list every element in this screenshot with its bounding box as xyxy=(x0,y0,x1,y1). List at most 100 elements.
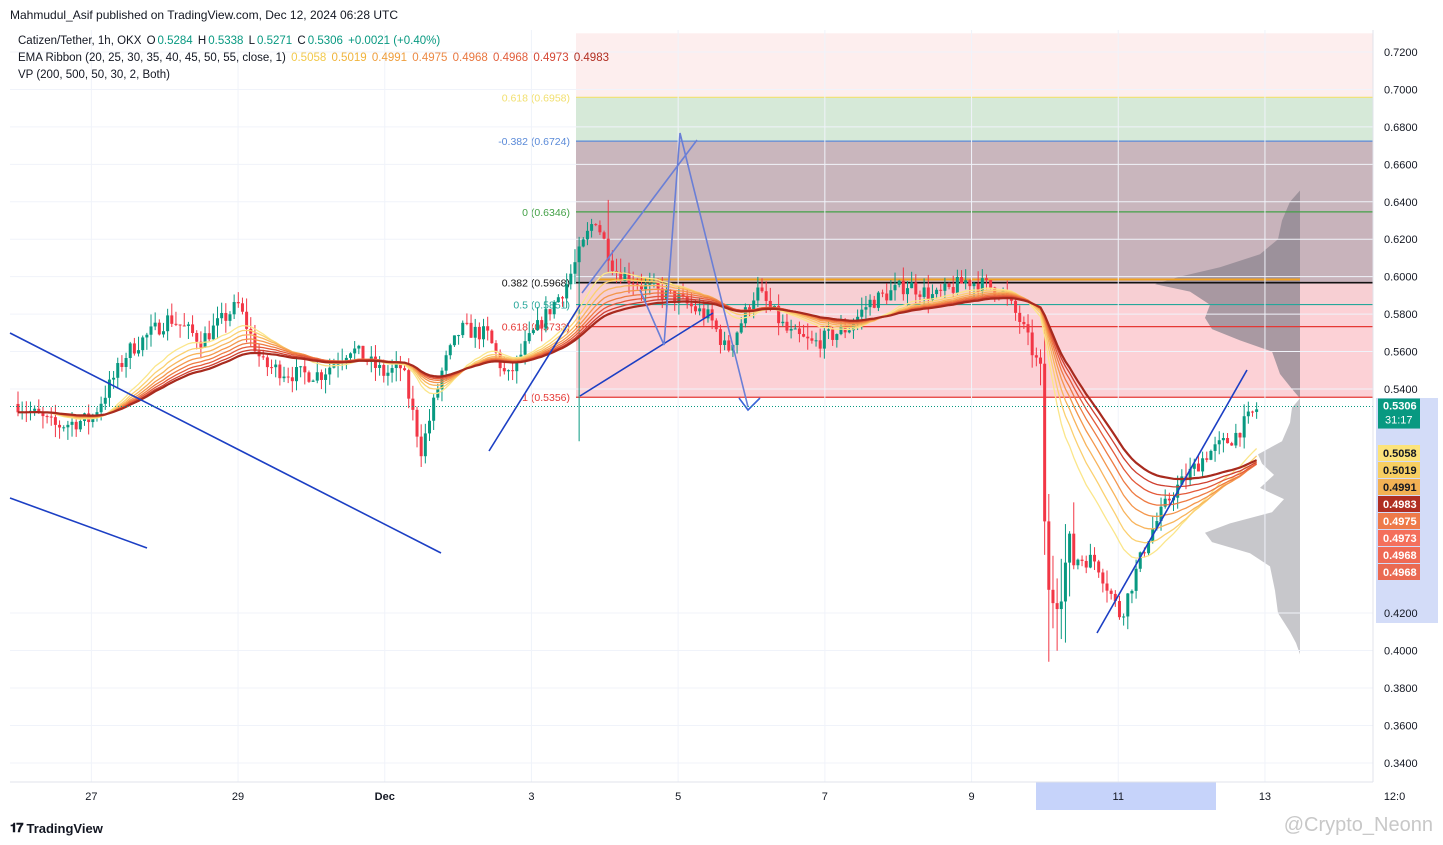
candle-263 xyxy=(1109,590,1113,594)
time-axis-bg xyxy=(0,782,1443,812)
y-tick-12: 0.3800 xyxy=(1384,683,1418,695)
candle-130 xyxy=(556,297,560,303)
candle-51 xyxy=(228,314,232,321)
candle-38 xyxy=(174,323,178,325)
candle-54 xyxy=(240,303,244,312)
x-tick-5: 7 xyxy=(822,791,828,803)
trend-line-3 xyxy=(579,312,714,397)
ema-badge-label-7: 0.4968 xyxy=(1383,567,1417,579)
trend-drawings xyxy=(9,132,1373,634)
candle-132 xyxy=(565,284,569,299)
brand-label: TradingView xyxy=(26,820,103,836)
price-axis: 0.7200 0.7000 0.6800 0.6600 0.6400 0.6200 0.60… xyxy=(1373,0,1443,845)
ema-line-40 xyxy=(18,292,1257,506)
x-tick-4: 5 xyxy=(675,791,681,803)
candle-152 xyxy=(648,283,652,285)
candle-174 xyxy=(739,323,743,333)
candle-205 xyxy=(868,299,872,308)
candle-45 xyxy=(203,333,207,348)
fib-zone-2 xyxy=(576,141,1373,212)
candle-295 xyxy=(1242,416,1246,438)
candle-98 xyxy=(423,433,427,457)
candle-117 xyxy=(502,368,506,372)
candle-298 xyxy=(1255,409,1259,412)
time-axis-highlight xyxy=(1036,782,1216,810)
candle-44 xyxy=(199,341,203,348)
candle-196 xyxy=(831,329,835,340)
candle-164 xyxy=(698,308,702,312)
legend-ema: EMA Ribbon (20, 25, 30, 35, 40, 45, 50, … xyxy=(18,52,611,64)
ema-badge-1 xyxy=(1378,462,1420,478)
candle-246 xyxy=(1038,357,1042,364)
candle-82 xyxy=(357,345,361,349)
candle-145 xyxy=(619,271,623,282)
candle-223 xyxy=(943,283,947,291)
legend-symbol: Catizen/Tether, 1h, OKX xyxy=(18,35,142,47)
candle-242 xyxy=(1022,321,1026,325)
candle-214 xyxy=(905,288,909,295)
ema-badge-5 xyxy=(1378,530,1420,546)
candle-245 xyxy=(1034,355,1038,358)
ema-badge-2 xyxy=(1378,479,1420,495)
candle-213 xyxy=(901,280,905,295)
y-tick-0: 0.7200 xyxy=(1384,47,1418,59)
candle-120 xyxy=(515,357,519,372)
volume-profile-lower xyxy=(1205,398,1300,655)
candle-19 xyxy=(95,412,99,416)
candle-39 xyxy=(178,324,182,326)
candle-148 xyxy=(631,283,635,285)
x-tick-0: 27 xyxy=(85,791,97,803)
candle-141 xyxy=(602,232,606,239)
trend-line-1 xyxy=(9,497,148,549)
candle-64 xyxy=(282,376,286,379)
candle-167 xyxy=(710,309,714,321)
candle-32 xyxy=(149,326,153,335)
ema-badge-6 xyxy=(1378,547,1420,563)
candle-177 xyxy=(752,300,756,311)
candle-262 xyxy=(1105,583,1109,591)
legend-o-label: O xyxy=(146,35,156,47)
candle-88 xyxy=(382,365,386,376)
y-tick-10: 0.4200 xyxy=(1384,608,1418,620)
trend-line-0 xyxy=(9,332,442,554)
candle-226 xyxy=(955,276,959,293)
ema-badge-label-0: 0.5058 xyxy=(1383,448,1417,460)
candle-261 xyxy=(1101,572,1105,584)
candle-173 xyxy=(735,332,739,346)
candle-106 xyxy=(457,335,461,337)
candle-138 xyxy=(590,224,594,231)
candle-285 xyxy=(1201,458,1205,472)
candle-292 xyxy=(1230,443,1234,446)
candle-294 xyxy=(1238,432,1242,438)
candle-168 xyxy=(714,320,718,330)
ema-badge-3 xyxy=(1378,496,1420,512)
candle-46 xyxy=(207,333,211,340)
tradingview-brand[interactable]: 𝟏𝟕 TradingView xyxy=(10,820,103,836)
candle-34 xyxy=(157,322,161,335)
legend-low: 0.5271 xyxy=(257,35,293,47)
candle-105 xyxy=(452,335,456,346)
candle-66 xyxy=(290,377,294,382)
candle-7 xyxy=(45,416,49,418)
fib-label-0: 0.618 (0.6958) xyxy=(502,92,570,104)
candle-188 xyxy=(797,328,801,335)
candle-41 xyxy=(186,324,190,326)
candle-100 xyxy=(432,397,436,421)
candle-69 xyxy=(303,366,307,373)
y-tick-5: 0.6200 xyxy=(1384,234,1418,246)
candle-70 xyxy=(307,372,311,382)
candle-119 xyxy=(511,370,515,372)
ema-badge-label-2: 0.4991 xyxy=(1383,482,1417,494)
y-tick-7: 0.5800 xyxy=(1384,309,1418,321)
candle-21 xyxy=(103,397,107,404)
candle-241 xyxy=(1018,312,1022,322)
x-tick-1: 29 xyxy=(232,791,244,803)
candle-243 xyxy=(1026,324,1030,333)
candle-225 xyxy=(951,287,955,293)
candle-255 xyxy=(1076,559,1080,566)
candle-210 xyxy=(889,290,893,301)
candle-43 xyxy=(195,333,199,342)
candle-170 xyxy=(723,340,727,345)
candle-282 xyxy=(1188,468,1192,481)
